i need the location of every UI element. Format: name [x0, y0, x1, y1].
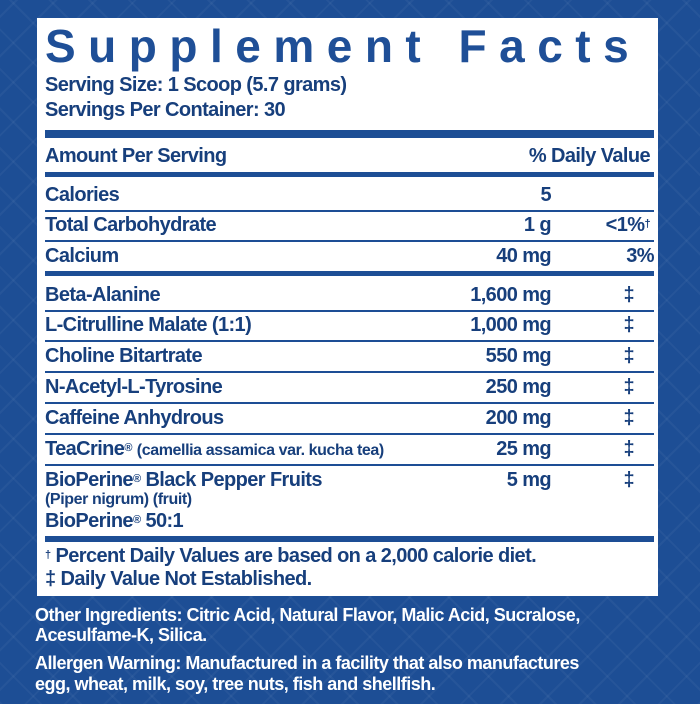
teacrine-description: (camellia assamica var. kucha tea) [136, 442, 384, 459]
ingredient-dv: ‡ [623, 284, 635, 306]
ddagger-mark: ‡ [45, 568, 56, 590]
supplement-facts-panel: Supplement Facts Serving Size: 1 Scoop (… [37, 18, 658, 596]
ingredient-dv: ‡ [623, 438, 635, 460]
row-divider [45, 240, 654, 242]
ingredient-dv: ‡ [623, 345, 635, 367]
other-ingredients-line: Acesulfame-K, Silica. [35, 625, 207, 645]
nutrient-dv: <1%† [605, 214, 651, 236]
footnote-text: Daily Value Not Established. [60, 568, 313, 590]
footnote-text: Percent Daily Values are based on a 2,00… [55, 545, 537, 567]
allergen-warning-line: Allergen Warning: Manufactured in a faci… [35, 653, 579, 673]
row-divider [45, 310, 654, 312]
row-divider [45, 340, 654, 342]
bioperine-source: (Piper nigrum) (fruit) [45, 491, 192, 508]
ingredient-amount: 250 mg [485, 376, 552, 398]
other-ingredients-line: Other Ingredients: Citric Acid, Natural … [35, 605, 580, 625]
dagger-mark: † [45, 549, 51, 561]
nutrient-name: Total Carbohydrate [45, 214, 217, 236]
bioperine-line3: BioPerine® 50:1 [45, 510, 184, 532]
footnote-ddagger: ‡ Daily Value Not Established. [45, 568, 312, 590]
amount-per-serving-header: Amount Per Serving [45, 145, 227, 167]
ingredient-name: BioPerine® Black Pepper Fruits [45, 469, 323, 491]
ingredient-dv: ‡ [623, 376, 635, 398]
row-divider [45, 464, 654, 466]
row-divider [45, 433, 654, 435]
bioperine-name: BioPerine [45, 469, 134, 491]
ingredient-amount: 25 mg [496, 438, 551, 460]
ingredient-amount: 1,600 mg [470, 284, 551, 306]
footnote-dagger: † Percent Daily Values are based on a 2,… [45, 545, 537, 567]
ingredient-name: Beta-Alanine [45, 284, 161, 306]
daily-value-header: % Daily Value [528, 145, 651, 167]
ingredient-amount: 5 mg [506, 469, 552, 491]
row-divider [45, 402, 654, 404]
dagger-mark: † [644, 218, 650, 230]
registered-mark: ® [124, 442, 132, 454]
ingredient-amount: 550 mg [485, 345, 552, 367]
ingredient-dv: ‡ [623, 469, 635, 491]
bioperine-ratio: 50:1 [145, 510, 184, 532]
allergen-warning-line: egg, wheat, milk, soy, tree nuts, fish a… [35, 674, 436, 694]
teacrine-name: TeaCrine [45, 438, 125, 460]
ingredient-dv: ‡ [623, 407, 635, 429]
row-divider [45, 371, 654, 373]
ingredient-name: L-Citrulline Malate (1:1) [45, 314, 252, 336]
divider [45, 271, 654, 276]
title: Supplement Facts [45, 20, 642, 72]
divider-thick [45, 536, 654, 542]
servings-per-container: Servings Per Container: 30 [45, 99, 286, 121]
nutrient-name: Calcium [45, 245, 119, 267]
nutrient-amount: 5 [540, 184, 551, 206]
ingredient-amount: 200 mg [485, 407, 552, 429]
registered-mark: ® [132, 514, 141, 526]
registered-mark: ® [132, 473, 141, 485]
ingredient-name: TeaCrine® (camellia assamica var. kucha … [45, 438, 384, 462]
ingredient-dv: ‡ [623, 314, 635, 336]
divider [45, 172, 654, 177]
row-divider [45, 210, 654, 212]
bioperine-name-2: Black Pepper Fruits [145, 469, 322, 491]
ingredient-name: Choline Bitartrate [45, 345, 203, 367]
ingredient-name: N-Acetyl-L-Tyrosine [45, 376, 223, 398]
ingredient-name: Caffeine Anhydrous [45, 407, 224, 429]
nutrient-name: Calories [45, 184, 120, 206]
ingredient-amount: 1,000 mg [470, 314, 551, 336]
nutrient-amount: 40 mg [496, 245, 551, 267]
nutrient-dv: 3% [626, 245, 654, 267]
divider-thick [45, 130, 654, 138]
dv-value: <1% [605, 214, 645, 236]
serving-size: Serving Size: 1 Scoop (5.7 grams) [45, 74, 347, 96]
bioperine-name: BioPerine [45, 510, 134, 532]
nutrient-amount: 1 g [523, 214, 552, 236]
